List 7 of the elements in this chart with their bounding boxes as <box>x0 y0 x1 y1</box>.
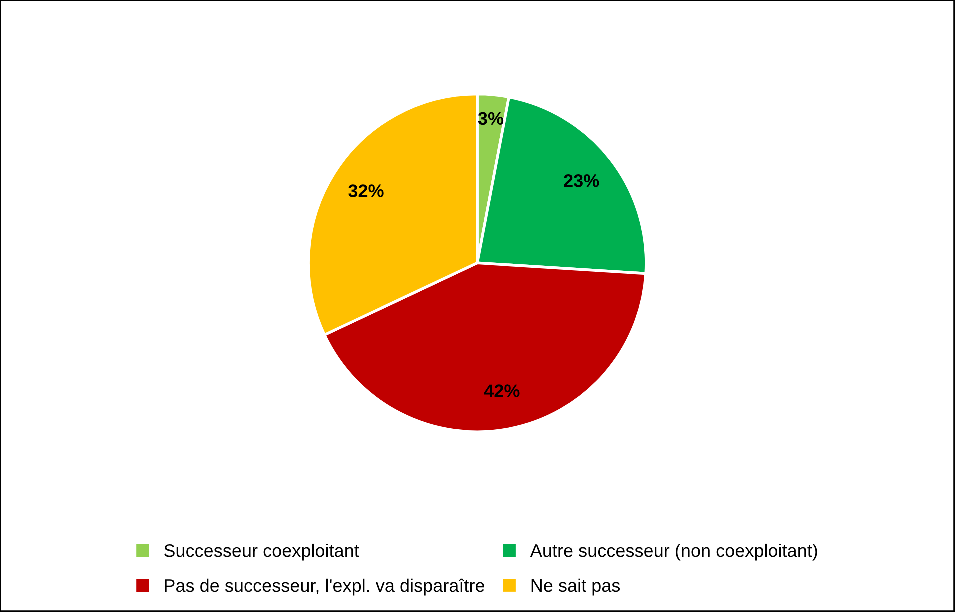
legend-label: Pas de successeur, l'expl. va disparaître <box>165 578 484 596</box>
legend-label: Successeur coexploitant <box>164 544 360 561</box>
legend-label: Autre successeur (non coexploitant) <box>530 544 818 561</box>
legend-label: Ne sait pas <box>532 578 620 596</box>
data-label: 42% <box>484 384 520 398</box>
data-label: 23% <box>564 174 600 188</box>
data-label: 32% <box>348 184 384 198</box>
